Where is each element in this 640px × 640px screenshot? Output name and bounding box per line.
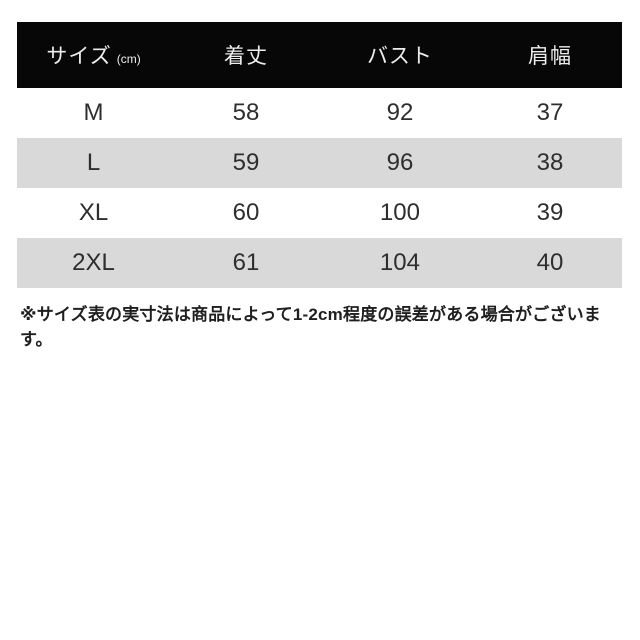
length-cell: 61	[170, 238, 322, 288]
size-cell: 2XL	[17, 238, 171, 288]
column-header-size: サイズ (cm)	[17, 22, 171, 88]
shoulder-cell: 40	[477, 238, 622, 288]
column-header-length: 着丈	[170, 22, 322, 88]
bust-cell: 100	[321, 188, 478, 238]
bust-cell: 104	[321, 238, 478, 288]
bust-cell: 92	[321, 88, 478, 138]
column-header-shoulder: 肩幅	[477, 22, 622, 88]
length-cell: 58	[170, 88, 322, 138]
table-row-2xl: 2XL 61 104 40	[17, 238, 622, 288]
shoulder-cell: 38	[477, 138, 622, 188]
table-header-row: サイズ (cm) 着丈 バスト 肩幅	[17, 22, 622, 88]
size-cell: M	[17, 88, 171, 138]
table-row-l: L 59 96 38	[17, 138, 622, 188]
column-header-size-label: サイズ	[46, 45, 112, 68]
shoulder-cell: 39	[477, 188, 622, 238]
size-cell: L	[17, 138, 171, 188]
size-tolerance-note: ※サイズ表の実寸法は商品によって1-2cm程度の誤差がある場合がございます。	[20, 305, 601, 349]
size-table: サイズ (cm) 着丈 バスト 肩幅 M 58 92 37 L 59 96 38 …	[17, 22, 622, 288]
bust-cell: 96	[321, 138, 478, 188]
column-header-bust: バスト	[321, 22, 478, 88]
column-header-size-unit: (cm)	[116, 52, 141, 66]
length-cell: 60	[170, 188, 322, 238]
table-row-xl: XL 60 100 39	[17, 188, 622, 238]
length-cell: 59	[170, 138, 322, 188]
shoulder-cell: 37	[477, 88, 622, 138]
size-cell: XL	[17, 188, 171, 238]
table-row-m: M 58 92 37	[17, 88, 622, 138]
